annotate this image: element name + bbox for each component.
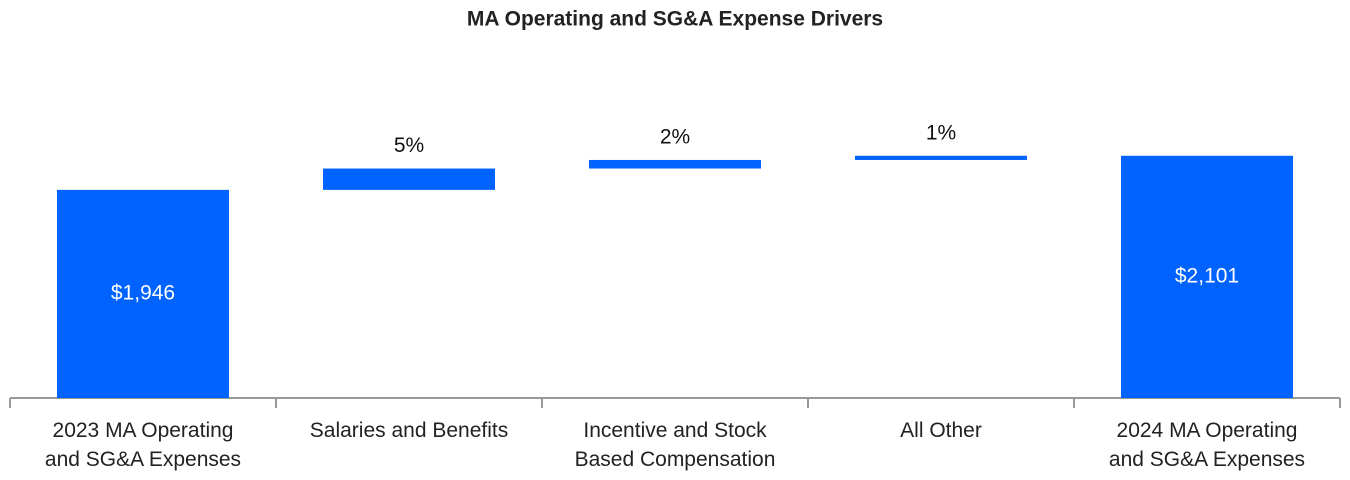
value-label: 5% — [394, 134, 424, 157]
bar — [57, 189, 229, 398]
bar — [323, 168, 495, 190]
x-tick-label: Incentive and Stock Based Compensation — [574, 419, 776, 471]
bar — [855, 155, 1027, 160]
chart-title: MA Operating and SG&A Expense Drivers — [467, 8, 883, 31]
bar — [1121, 155, 1293, 398]
bar — [589, 159, 761, 169]
value-label: $2,101 — [1175, 264, 1239, 287]
x-tick-label: 2023 MA Operating and SG&A Expenses — [44, 419, 242, 471]
x-tick-label: 2024 MA Operating and SG&A Expenses — [1108, 419, 1306, 471]
value-label: 1% — [926, 121, 956, 144]
x-tick-label: Salaries and Benefits — [309, 419, 509, 442]
value-label: $1,946 — [111, 281, 175, 304]
value-label: 2% — [660, 126, 690, 149]
x-tick-label: All Other — [900, 419, 982, 442]
